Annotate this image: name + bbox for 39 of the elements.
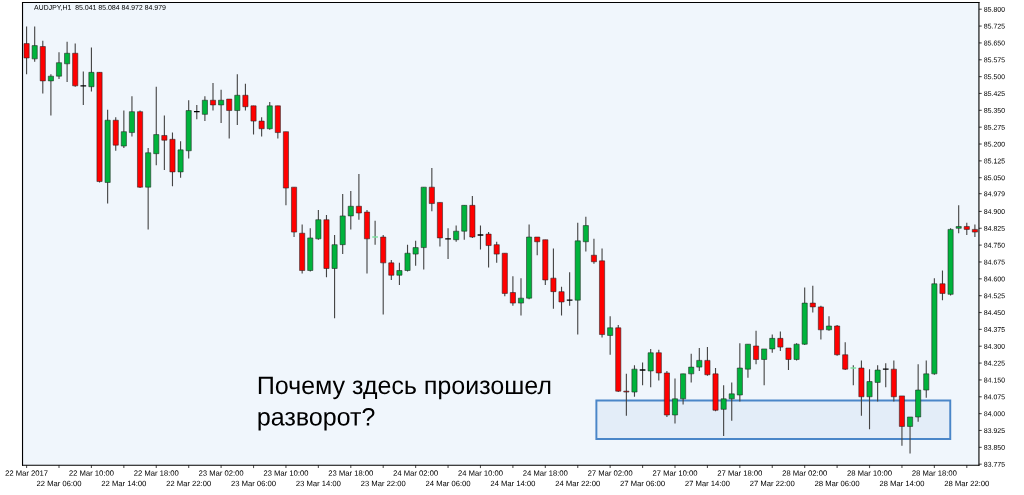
candlestick bbox=[48, 73, 54, 117]
candlestick bbox=[428, 167, 435, 212]
candlestick bbox=[202, 95, 208, 122]
candlestick bbox=[842, 341, 849, 371]
candlestick bbox=[210, 82, 216, 112]
candlestick bbox=[129, 95, 135, 137]
candlestick bbox=[476, 225, 485, 250]
candlestick bbox=[607, 315, 614, 356]
candlestick bbox=[444, 227, 452, 260]
candlestick bbox=[809, 285, 816, 314]
candlestick bbox=[356, 173, 362, 221]
candlestick bbox=[955, 204, 962, 234]
candlestick bbox=[639, 361, 647, 386]
candlestick bbox=[753, 330, 759, 365]
candlestick bbox=[518, 277, 524, 316]
candlestick bbox=[826, 315, 832, 332]
candlestick bbox=[347, 190, 354, 230]
annotation: Почему здесь произошел разворот? bbox=[258, 376, 551, 431]
candlestick bbox=[64, 41, 70, 83]
candlestick bbox=[79, 70, 87, 106]
candlestick bbox=[907, 416, 913, 454]
candlestick bbox=[56, 51, 62, 80]
candlestick bbox=[761, 348, 768, 386]
candlestick bbox=[647, 348, 654, 388]
candlestick bbox=[510, 275, 516, 307]
candlestick bbox=[849, 364, 857, 386]
candlestick bbox=[226, 98, 233, 139]
candlestick bbox=[672, 378, 678, 425]
candlestick bbox=[218, 89, 224, 124]
candlestick bbox=[882, 362, 890, 388]
candlestick bbox=[371, 220, 379, 246]
candlestick bbox=[688, 353, 695, 383]
candlestick bbox=[566, 271, 574, 307]
candlestick bbox=[655, 349, 662, 382]
candlestick bbox=[818, 305, 824, 341]
candlestick bbox=[582, 216, 589, 252]
candlestick bbox=[591, 238, 597, 265]
candlestick bbox=[120, 109, 127, 149]
candlestick bbox=[534, 236, 541, 256]
